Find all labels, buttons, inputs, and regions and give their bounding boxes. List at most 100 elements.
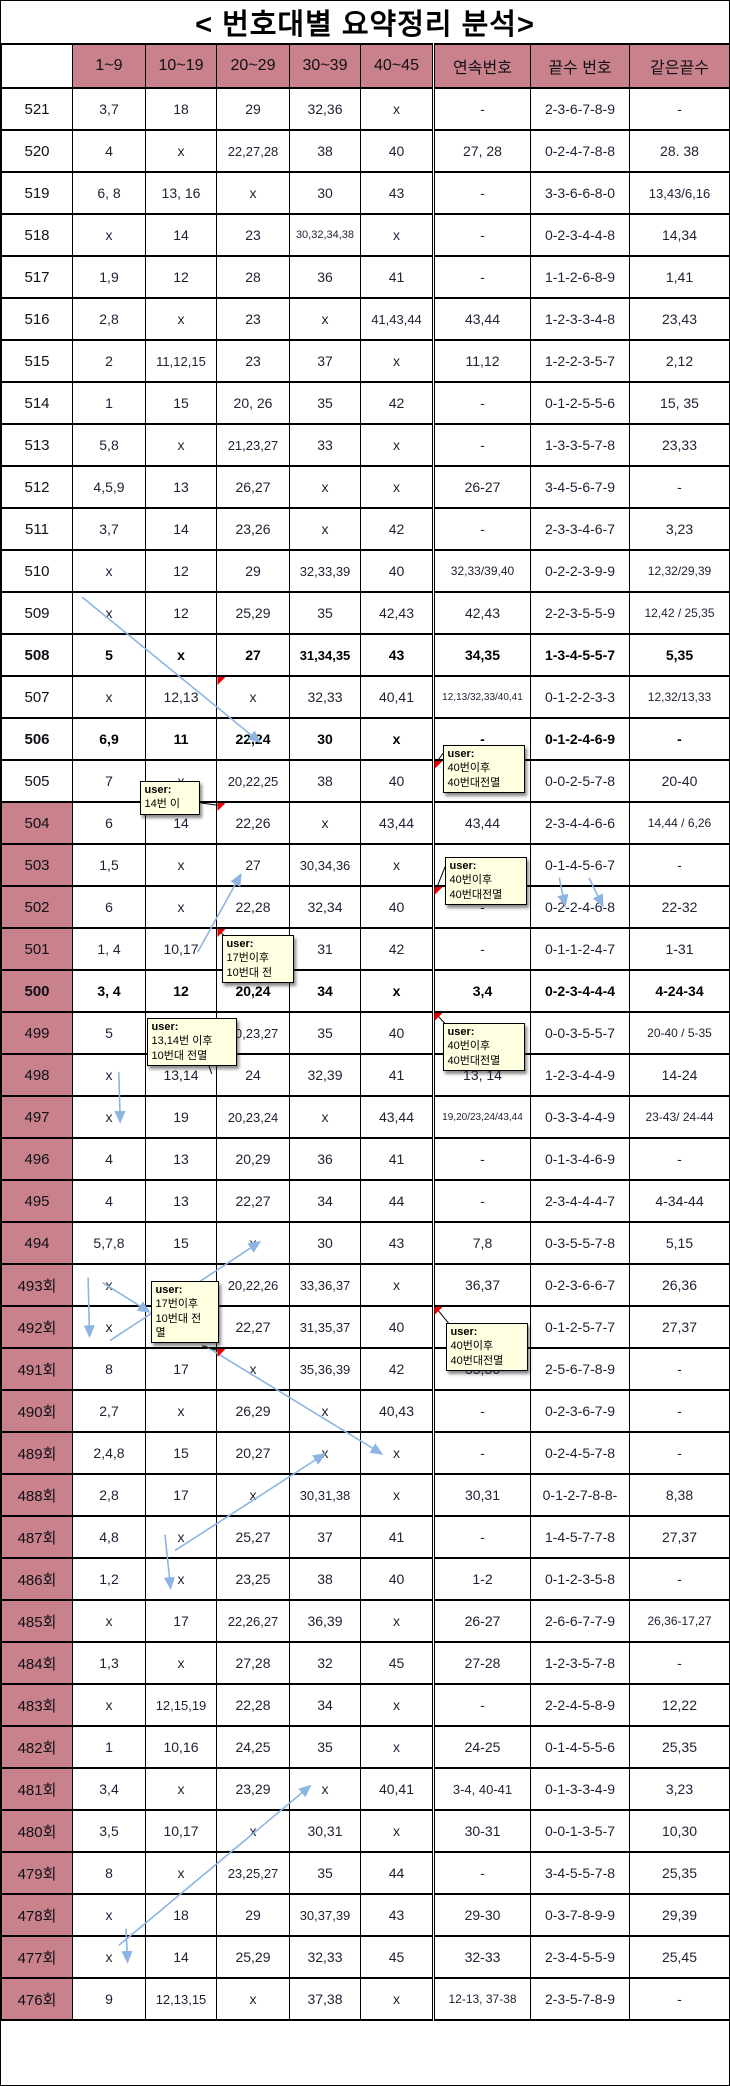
data-cell[interactable]: 3,7 (72, 507, 146, 551)
data-cell[interactable]: x (216, 675, 290, 719)
data-cell[interactable]: 40 (360, 1557, 434, 1601)
data-cell[interactable]: 25,27 (216, 1515, 290, 1559)
data-cell[interactable]: - (432, 1431, 531, 1475)
data-cell[interactable]: 32 (289, 1641, 361, 1685)
data-cell[interactable]: 43,44 (432, 297, 531, 341)
round-cell[interactable]: 492회 (1, 1305, 73, 1349)
data-cell[interactable]: 3,4 (432, 969, 531, 1013)
data-cell[interactable]: 2-3-6-7-8-9 (530, 87, 630, 131)
data-cell[interactable]: 23 (216, 339, 290, 383)
data-cell[interactable]: 29 (216, 549, 290, 593)
data-cell[interactable]: 4-24-34 (629, 969, 729, 1013)
data-cell[interactable]: 15 (145, 381, 217, 425)
round-cell[interactable]: 503 (1, 843, 73, 887)
data-cell[interactable]: 3-4-5-6-7-9 (530, 465, 630, 509)
data-cell[interactable]: 2-3-4-4-4-7 (530, 1179, 630, 1223)
round-cell[interactable]: 496 (1, 1137, 73, 1181)
data-cell[interactable]: - (629, 465, 729, 509)
column-header[interactable]: 10~19 (145, 43, 217, 89)
round-cell[interactable]: 489회 (1, 1431, 73, 1475)
round-cell[interactable]: 513 (1, 423, 73, 467)
data-cell[interactable]: x (360, 1977, 434, 2021)
round-cell[interactable]: 480회 (1, 1809, 73, 1853)
round-cell[interactable]: 505 (1, 759, 73, 803)
data-cell[interactable]: 22-32 (629, 885, 729, 929)
data-cell[interactable]: 1-4-5-7-7-8 (530, 1515, 630, 1559)
data-cell[interactable]: 30-31 (432, 1809, 531, 1853)
data-cell[interactable]: 10,30 (629, 1809, 729, 1853)
data-cell[interactable]: 10,16 (145, 1725, 217, 1769)
data-cell[interactable]: x (360, 1809, 434, 1853)
data-cell[interactable]: x (360, 969, 434, 1013)
data-cell[interactable]: 2-3-5-7-8-9 (530, 1977, 630, 2021)
data-cell[interactable]: 17 (145, 1473, 217, 1517)
data-cell[interactable]: - (432, 1389, 531, 1433)
data-cell[interactable]: 42 (360, 507, 434, 551)
data-cell[interactable]: 0-0-3-5-5-7 (530, 1011, 630, 1055)
data-cell[interactable]: 0-1-4-5-6-7 (530, 843, 630, 887)
round-cell[interactable]: 486회 (1, 1557, 73, 1601)
data-cell[interactable]: x (216, 171, 290, 215)
round-cell[interactable]: 476회 (1, 1977, 73, 2021)
data-cell[interactable]: 35 (289, 1011, 361, 1055)
data-cell[interactable]: x (216, 1473, 290, 1517)
data-cell[interactable]: 22,27 (216, 1179, 290, 1223)
data-cell[interactable]: x (360, 1725, 434, 1769)
data-cell[interactable]: 18 (145, 1893, 217, 1937)
data-cell[interactable]: 8 (72, 1851, 146, 1895)
data-cell[interactable]: 6,9 (72, 717, 146, 761)
data-cell[interactable]: x (360, 1431, 434, 1475)
data-cell[interactable]: - (432, 213, 531, 257)
data-cell[interactable]: 30,31,38 (289, 1473, 361, 1517)
data-cell[interactable]: - (629, 843, 729, 887)
data-cell[interactable]: - (432, 1179, 531, 1223)
column-header[interactable]: 연속번호 (432, 43, 531, 89)
data-cell[interactable]: x (360, 1473, 434, 1517)
data-cell[interactable]: 1-31 (629, 927, 729, 971)
data-cell[interactable]: 5,15 (629, 1221, 729, 1265)
data-cell[interactable]: 35 (289, 1851, 361, 1895)
data-cell[interactable]: x (216, 1347, 290, 1391)
data-cell[interactable]: 40 (360, 1011, 434, 1055)
data-cell[interactable]: 2-5-6-7-8-9 (530, 1347, 630, 1391)
data-cell[interactable]: - (629, 1389, 729, 1433)
round-cell[interactable]: 518 (1, 213, 73, 257)
data-cell[interactable]: - (629, 1557, 729, 1601)
data-cell[interactable]: - (432, 1137, 531, 1181)
data-cell[interactable]: 15, 35 (629, 381, 729, 425)
data-cell[interactable]: 38 (289, 129, 361, 173)
round-cell[interactable]: 514 (1, 381, 73, 425)
data-cell[interactable]: 17 (145, 1347, 217, 1391)
data-cell[interactable]: 20-40 / 5-35 (629, 1011, 729, 1055)
data-cell[interactable]: 34 (289, 1179, 361, 1223)
data-cell[interactable]: 26-27 (432, 465, 531, 509)
data-cell[interactable]: x (289, 1431, 361, 1475)
data-cell[interactable]: 0-2-3-4-4-8 (530, 213, 630, 257)
data-cell[interactable]: 1-2-3-5-7-8 (530, 1641, 630, 1685)
data-cell[interactable]: 1,5 (72, 843, 146, 887)
data-cell[interactable]: x (72, 675, 146, 719)
data-cell[interactable]: - (432, 1851, 531, 1895)
data-cell[interactable]: 35,36,39 (289, 1347, 361, 1391)
data-cell[interactable]: - (432, 1683, 531, 1727)
data-cell[interactable]: 41 (360, 255, 434, 299)
data-cell[interactable]: 28. 38 (629, 129, 729, 173)
round-cell[interactable]: 482회 (1, 1725, 73, 1769)
data-cell[interactable]: 25,29 (216, 1935, 290, 1979)
data-cell[interactable]: 38 (289, 759, 361, 803)
data-cell[interactable]: 14,44 / 6,26 (629, 801, 729, 845)
data-cell[interactable]: 27, 28 (432, 129, 531, 173)
data-cell[interactable]: 36 (289, 1137, 361, 1181)
data-cell[interactable]: 32,34 (289, 885, 361, 929)
data-cell[interactable]: 0-2-3-6-6-7 (530, 1263, 630, 1307)
data-cell[interactable]: 12,13/32,33/40,41 (432, 675, 531, 719)
round-cell[interactable]: 491회 (1, 1347, 73, 1391)
data-cell[interactable]: x (72, 591, 146, 635)
data-cell[interactable]: 31,34,35 (289, 633, 361, 677)
data-cell[interactable]: 43 (360, 171, 434, 215)
data-cell[interactable]: 23,25 (216, 1557, 290, 1601)
column-header[interactable]: 같은끝수 (629, 43, 729, 89)
data-cell[interactable]: 0-2-2-4-6-8 (530, 885, 630, 929)
data-cell[interactable]: 27,37 (629, 1305, 729, 1349)
data-cell[interactable]: 26,36-17,27 (629, 1599, 729, 1643)
